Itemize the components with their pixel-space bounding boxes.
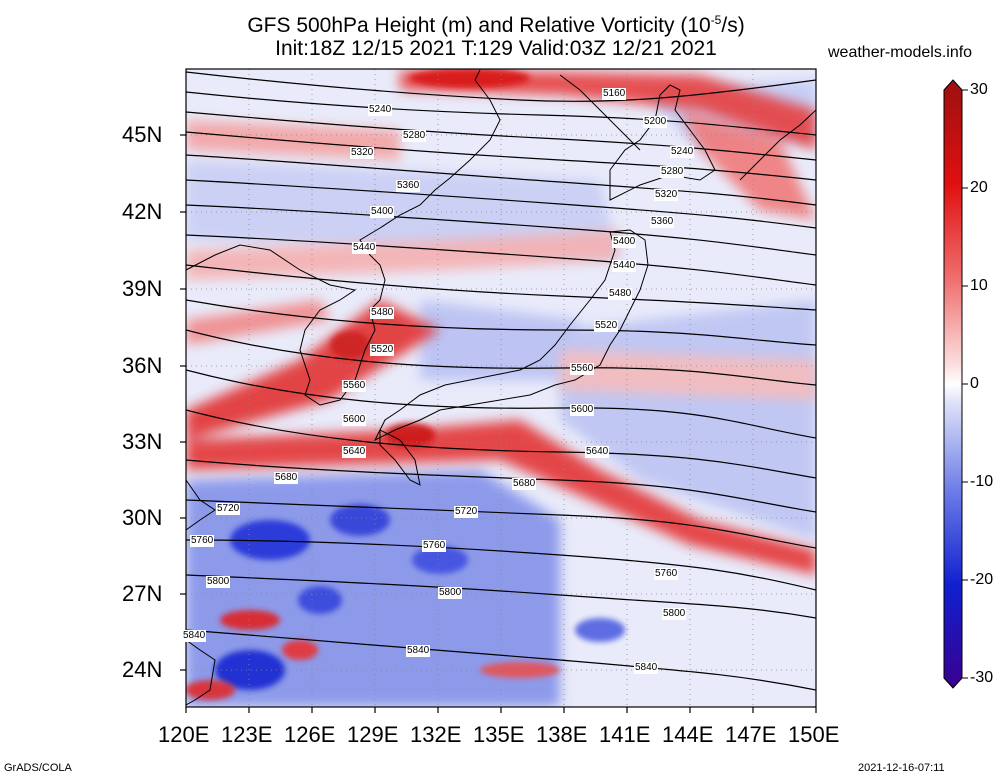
contour-label-5240: 5240 bbox=[670, 146, 695, 158]
contour-label-5320: 5320 bbox=[654, 189, 679, 201]
lat-label-39n: 39N bbox=[122, 276, 163, 301]
contour-label-5400: 5400 bbox=[370, 206, 395, 218]
contour-label-5480: 5480 bbox=[608, 288, 633, 300]
contour-label-5800: 5800 bbox=[662, 608, 687, 620]
contour-label-5200: 5200 bbox=[643, 116, 668, 128]
contour-label-5600: 5600 bbox=[570, 404, 595, 416]
contour-label-5440: 5440 bbox=[352, 242, 377, 254]
contour-label-5840: 5840 bbox=[182, 630, 207, 642]
contour-label-5760: 5760 bbox=[190, 535, 215, 547]
lon-label-129e: 129E bbox=[347, 722, 399, 747]
lon-label-120e: 120E bbox=[158, 722, 210, 747]
contour-label-5400: 5400 bbox=[612, 236, 637, 248]
colorbar-label: 30 bbox=[970, 81, 988, 98]
contour-label-5840: 5840 bbox=[634, 662, 659, 674]
lat-label-33n: 33N bbox=[122, 429, 163, 454]
contour-label-5280: 5280 bbox=[660, 166, 685, 178]
contour-label-5640: 5640 bbox=[342, 446, 367, 458]
lat-label-45n: 45N bbox=[122, 122, 163, 147]
map-title: GFS 500hPa Height (m) and Relative Vorti… bbox=[247, 13, 745, 37]
lon-label-147e: 147E bbox=[725, 722, 777, 747]
contour-label-5360: 5360 bbox=[396, 180, 421, 192]
contour-label-5680: 5680 bbox=[512, 478, 537, 490]
lat-label-42n: 42N bbox=[122, 199, 163, 224]
lon-label-123e: 123E bbox=[221, 722, 273, 747]
contour-label-5320: 5320 bbox=[350, 147, 375, 159]
lon-label-144e: 144E bbox=[662, 722, 714, 747]
contour-label-5360: 5360 bbox=[650, 216, 675, 228]
coastlines bbox=[186, 69, 816, 706]
colorbar-label: 20 bbox=[970, 179, 988, 196]
contour-label-5520: 5520 bbox=[370, 344, 395, 356]
contour-label-5720: 5720 bbox=[454, 506, 479, 518]
map-subtitle: Init:18Z 12/15 2021 T:129 Valid:03Z 12/2… bbox=[275, 37, 717, 60]
contour-label-5440: 5440 bbox=[612, 260, 637, 272]
contour-label-5160: 5160 bbox=[602, 88, 627, 100]
contour-label-5800: 5800 bbox=[438, 587, 463, 599]
lon-label-138e: 138E bbox=[536, 722, 588, 747]
lon-label-150e: 150E bbox=[788, 722, 840, 747]
contour-label-5800: 5800 bbox=[206, 576, 231, 588]
colorbar-label: -30 bbox=[970, 669, 994, 686]
lon-label-126e: 126E bbox=[284, 722, 336, 747]
contour-label-5680: 5680 bbox=[274, 472, 299, 484]
colorbar bbox=[943, 79, 968, 689]
lat-label-27n: 27N bbox=[122, 581, 163, 606]
contour-label-5760: 5760 bbox=[654, 568, 679, 580]
axis-ticks bbox=[180, 134, 817, 713]
grid-lines bbox=[186, 69, 816, 707]
contour-label-5840: 5840 bbox=[406, 645, 431, 657]
contour-label-5640: 5640 bbox=[585, 446, 610, 458]
footer-timestamp: 2021-12-16-07:11 bbox=[858, 762, 945, 774]
lat-label-36n: 36N bbox=[122, 353, 163, 378]
vorticity-field bbox=[186, 69, 816, 707]
site-credit: weather-models.info bbox=[828, 44, 973, 61]
contour-label-5560: 5560 bbox=[570, 363, 595, 375]
colorbar-label: 0 bbox=[970, 375, 979, 392]
contour-label-5720: 5720 bbox=[216, 503, 241, 515]
contour-label-5240: 5240 bbox=[368, 104, 393, 116]
contour-label-5480: 5480 bbox=[370, 307, 395, 319]
contour-label-5280: 5280 bbox=[402, 130, 427, 142]
contour-label-5760: 5760 bbox=[422, 540, 447, 552]
contour-label-5560: 5560 bbox=[342, 380, 367, 392]
contour-label-5600: 5600 bbox=[342, 414, 367, 426]
colorbar-label: -10 bbox=[970, 473, 994, 490]
footer-credit: GrADS/COLA bbox=[4, 762, 72, 774]
colorbar-label: 10 bbox=[970, 277, 988, 294]
lat-label-24n: 24N bbox=[122, 657, 163, 682]
lon-label-132e: 132E bbox=[410, 722, 462, 747]
contour-label-5520: 5520 bbox=[594, 320, 619, 332]
colorbar-label: -20 bbox=[970, 571, 994, 588]
height-contours bbox=[186, 71, 816, 691]
lon-label-141e: 141E bbox=[599, 722, 651, 747]
lon-label-135e: 135E bbox=[473, 722, 525, 747]
lat-label-30n: 30N bbox=[122, 505, 163, 530]
